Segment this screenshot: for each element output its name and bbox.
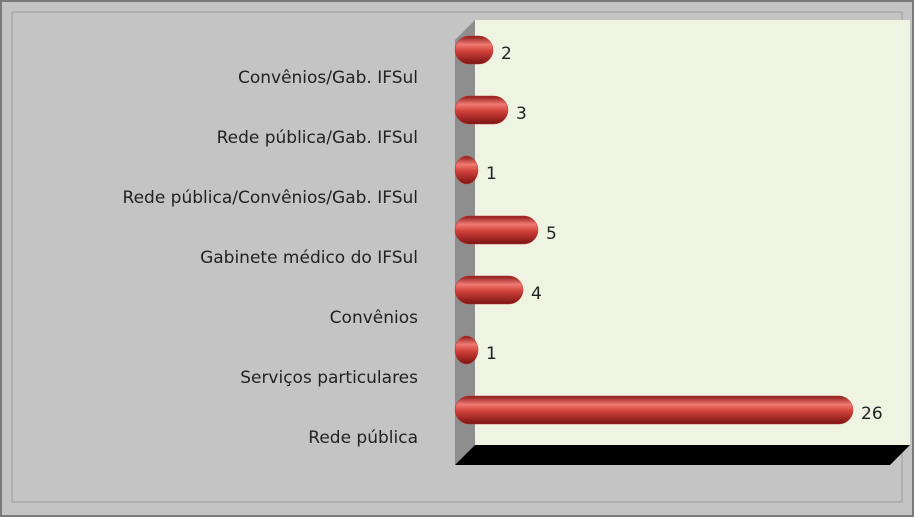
bar xyxy=(454,215,539,245)
bar xyxy=(454,395,854,425)
bar xyxy=(454,155,479,185)
data-label: 26 xyxy=(861,404,883,424)
floor xyxy=(455,445,910,465)
y-tick-label: Convênios xyxy=(330,308,418,328)
data-label: 1 xyxy=(486,344,497,364)
bar xyxy=(454,335,479,365)
y-tick-label: Convênios/Gab. IFSul xyxy=(238,68,418,88)
y-tick-label: Rede pública/Gab. IFSul xyxy=(217,128,418,148)
y-tick-label: Gabinete médico do IFSul xyxy=(200,248,418,268)
data-label: 5 xyxy=(546,224,557,244)
data-label: 3 xyxy=(516,104,527,124)
bar xyxy=(454,275,524,305)
y-tick-label: Serviços particulares xyxy=(240,368,418,388)
y-tick-label: Rede pública/Convênios/Gab. IFSul xyxy=(123,188,418,208)
bar xyxy=(454,95,509,125)
bar xyxy=(454,35,494,65)
y-tick-label: Rede pública xyxy=(308,428,418,448)
data-label: 2 xyxy=(501,44,512,64)
data-label: 1 xyxy=(486,164,497,184)
plot-wall xyxy=(475,20,910,445)
data-label: 4 xyxy=(531,284,542,304)
